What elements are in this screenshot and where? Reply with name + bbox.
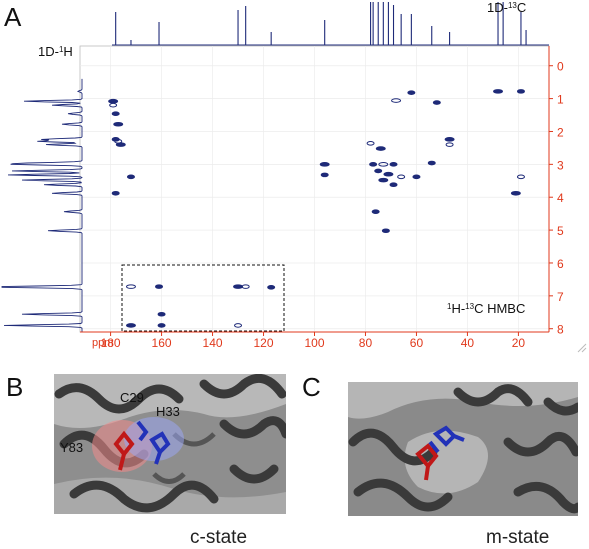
x-tick-label: 160 — [152, 336, 172, 350]
cross-peak — [432, 100, 441, 105]
y-axis-ticks: 0 1 2 3 4 5 6 7 8 — [549, 60, 564, 337]
cross-peak — [374, 168, 383, 174]
cross-peak — [125, 323, 136, 328]
m-state-label: m-state — [486, 527, 550, 548]
x-tick-label: 20 — [512, 336, 526, 350]
cross-peak — [516, 89, 525, 94]
cross-peak — [155, 284, 164, 289]
x-tick-label: 40 — [461, 336, 475, 350]
cross-peak — [383, 171, 394, 177]
cross-peak — [233, 284, 244, 289]
cross-peak — [319, 162, 330, 167]
x-tick-label: 80 — [359, 336, 373, 350]
panel-label-b: B — [6, 372, 24, 402]
cross-peak — [371, 209, 380, 214]
proton-1d-label: 1D-1H — [38, 44, 73, 59]
y-tick-label: 5 — [557, 224, 564, 238]
cross-peak — [516, 174, 525, 180]
y-tick-label: 8 — [557, 323, 564, 337]
y-tick-label: 3 — [557, 158, 564, 172]
cross-peak — [389, 182, 398, 188]
cysteine-histidine-residues — [136, 420, 171, 465]
proton-1d-trace — [1, 78, 83, 332]
cross-peak — [391, 98, 402, 103]
carbon-1d-trace — [112, 2, 549, 46]
cross-peak — [366, 141, 375, 146]
x-axis-label: ppm — [92, 337, 113, 349]
resize-corner-icon — [577, 343, 587, 353]
panel-label-c: C — [302, 372, 321, 402]
hmbc-cross-peaks — [108, 89, 525, 328]
cysteine-histidine-residues — [428, 425, 465, 454]
cross-peak — [407, 90, 416, 95]
cross-peak — [397, 174, 406, 180]
x-tick-label: 140 — [203, 336, 223, 350]
y-tick-label: 2 — [557, 125, 564, 139]
y-tick-label: 6 — [557, 257, 564, 271]
x-axis-ticks: 180 160 140 120 100 80 60 40 20 — [101, 332, 526, 350]
cross-peak — [389, 162, 398, 167]
gridlines — [80, 46, 549, 332]
cross-peak — [125, 284, 136, 289]
hmbc-spectrum: 180 160 140 120 100 80 60 40 20 0 1 2 3 4 5 6 7 8 ppm 1D… — [1, 0, 587, 353]
protein-structure-c-state: C29 H33 Y83 — [54, 374, 286, 514]
cross-peak — [412, 174, 421, 180]
tyrosine-residue — [113, 430, 135, 471]
cross-peak — [108, 98, 119, 104]
residue-label-h33: H33 — [156, 404, 180, 419]
y-tick-label: 1 — [557, 93, 564, 107]
cross-peak — [444, 137, 455, 142]
y-tick-label: 4 — [557, 191, 564, 205]
cross-peak — [267, 284, 276, 290]
cross-peak — [445, 142, 454, 147]
x-tick-label: 180 — [101, 336, 121, 350]
x-tick-label: 60 — [410, 336, 424, 350]
panel-label-a: A — [4, 2, 22, 32]
protein-structure-m-state — [348, 382, 578, 516]
cross-peak — [369, 162, 378, 167]
c-state-label: c-state — [190, 527, 248, 548]
tyrosine-residue — [415, 443, 439, 481]
cross-peak — [234, 323, 243, 328]
cross-peak — [126, 174, 135, 180]
cross-peak — [115, 142, 126, 147]
cross-peak — [109, 102, 118, 108]
y-tick-label: 0 — [557, 60, 564, 74]
cross-peak — [493, 89, 504, 94]
cross-peak — [157, 311, 166, 317]
cross-peak — [378, 177, 389, 183]
residue-label-y83: Y83 — [60, 440, 83, 455]
cross-peak — [241, 284, 250, 289]
cross-peak — [510, 190, 521, 196]
x-tick-label: 120 — [254, 336, 274, 350]
cross-peak — [113, 121, 124, 127]
aromatic-region-box — [121, 264, 285, 332]
carbon-1d-label: 1D-13C — [487, 0, 526, 15]
cross-peak — [157, 323, 166, 328]
cross-peak — [111, 190, 120, 196]
cross-peak — [378, 162, 389, 167]
y-tick-label: 7 — [557, 290, 564, 304]
cross-peak — [427, 160, 436, 166]
cross-peak — [111, 111, 120, 117]
cross-peak — [320, 172, 329, 178]
surface-light-region — [54, 374, 286, 428]
cross-peak — [381, 228, 390, 234]
hmbc-label: 1H-13C HMBC — [447, 301, 525, 316]
x-tick-label: 100 — [304, 336, 324, 350]
residue-label-c29: C29 — [120, 390, 144, 405]
cross-peak — [375, 146, 386, 151]
